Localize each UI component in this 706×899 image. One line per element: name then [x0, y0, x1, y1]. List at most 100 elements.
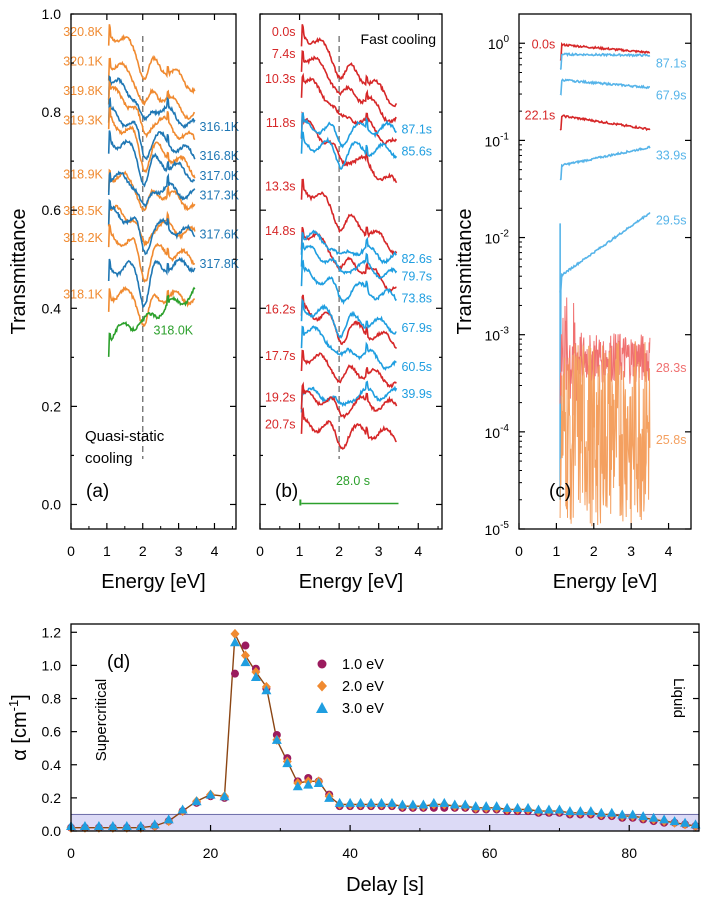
series-line-320.8K	[107, 24, 196, 95]
series-line-33.9s	[559, 145, 651, 181]
series-label: 318.5K	[63, 204, 103, 218]
y-axis-label: α [cm-1]	[6, 694, 31, 760]
series-line-16.2s	[300, 294, 398, 350]
series-line-67.9s	[300, 298, 397, 339]
data-point-triangle	[428, 797, 439, 807]
legend-label: 1.0 eV	[342, 657, 384, 673]
series-line-29.5s	[559, 212, 651, 500]
y-tick-exp: -1	[500, 131, 509, 142]
series-line-82.6s	[300, 229, 397, 265]
series-line-0.0s	[559, 41, 651, 62]
data-point-triangle	[418, 799, 429, 809]
series-line-73.8s	[300, 259, 397, 305]
x-tick-label: 4	[414, 543, 422, 559]
data-point-triangle	[324, 792, 335, 802]
series-label: 67.9s	[656, 89, 687, 103]
series-label: 7.4s	[272, 47, 296, 61]
y-tick-label: 10-4	[485, 423, 510, 441]
y-tick-label: 0.0	[42, 496, 62, 512]
series-label: 17.7s	[265, 349, 296, 363]
plot-frame	[259, 13, 443, 530]
y-tick-label: 1.0	[42, 6, 62, 22]
series-label: 39.9s	[401, 387, 432, 401]
data-point-triangle	[107, 821, 118, 831]
data-point-triangle	[523, 802, 534, 812]
data-point-diamond	[240, 650, 250, 661]
series-line-318.9K	[107, 168, 196, 212]
series-label: 67.9s	[401, 321, 432, 335]
y-axis-label-main: α [cm	[9, 711, 31, 760]
data-point-triangle	[240, 657, 251, 667]
series-line-317.8K	[107, 256, 196, 309]
x-tick-label: 3	[627, 543, 635, 559]
series-line-17.7s	[300, 349, 397, 389]
x-tick-label: 4	[665, 543, 673, 559]
data-point-triangle	[219, 791, 230, 801]
series-line-320.1K	[107, 57, 196, 121]
x-tick-label: 40	[342, 845, 358, 861]
series-line-60.5s	[300, 325, 397, 371]
data-point-triangle	[79, 821, 90, 831]
series-label: 29.5s	[656, 214, 687, 228]
data-point-triangle	[397, 799, 408, 809]
series-line-317.0K	[107, 130, 196, 188]
x-tick-label: 0	[67, 543, 75, 559]
series-line-0.0s	[300, 24, 398, 108]
y-tick-label: 10-3	[485, 326, 510, 344]
y-tick-exp: -3	[500, 326, 509, 337]
series-line-39.9s	[300, 380, 398, 413]
series-label: 28.3s	[656, 361, 687, 375]
y-axis-label-sup: -1	[6, 700, 21, 712]
data-point-triangle	[345, 797, 356, 807]
data-point-diamond	[230, 628, 240, 639]
left-side-label: Supercritical	[93, 679, 110, 762]
data-point-circle	[230, 669, 239, 678]
series-label: 320.1K	[63, 55, 103, 69]
data-point-triangle	[659, 814, 670, 824]
data-point-triangle	[93, 821, 104, 831]
data-point-triangle	[460, 799, 471, 809]
series-label: 10.3s	[265, 72, 296, 86]
x-tick-label: 1	[552, 543, 560, 559]
panel-letter: (b)	[275, 481, 298, 502]
y-tick-label: 0.4	[42, 757, 62, 773]
data-point-triangle	[680, 817, 691, 827]
data-point-triangle	[376, 797, 387, 807]
series-label: 0.0s	[272, 25, 296, 39]
x-axis-label: Delay [s]	[346, 874, 424, 896]
panel-letter: (c)	[549, 481, 571, 502]
data-point-triangle	[606, 807, 617, 817]
series-label: 79.7s	[401, 269, 432, 283]
plot-frame	[70, 13, 237, 530]
data-point-triangle	[163, 814, 174, 824]
data-point-triangle	[313, 777, 324, 787]
y-tick-label: 10-1	[485, 131, 510, 149]
series-line-316.1K	[107, 75, 196, 130]
annotation-line: Quasi-static	[85, 428, 165, 445]
data-point-triangle	[177, 804, 188, 814]
series-label: 319.8K	[63, 84, 103, 98]
y-tick-base: 10	[485, 328, 501, 344]
panel-b: 0.0s 7.4s 10.3s 11.8s 87.1s 85.6s 13.3s 14.8s 82…	[256, 13, 443, 593]
x-tick-label: 1	[296, 543, 304, 559]
annotation-line: cooling	[85, 450, 133, 467]
data-point-triangle	[617, 809, 628, 819]
series-line-319.3K	[107, 106, 196, 179]
series-label: 22.1s	[525, 109, 556, 123]
panel-a: 320.8K 320.1K 316.1K 319.8K 316.8K 319.3K 317.…	[8, 6, 240, 593]
data-point-triangle	[554, 804, 565, 814]
series-label: 82.6s	[401, 252, 432, 266]
series-line-316.8K	[107, 96, 196, 161]
data-point-triangle	[690, 819, 701, 829]
x-tick-label: 20	[203, 845, 219, 861]
x-tick-label: 3	[175, 543, 183, 559]
series-label: 319.3K	[63, 113, 103, 127]
series-line-22.1s	[559, 114, 651, 132]
series-label: 317.8K	[200, 257, 240, 271]
right-side-label: Liquid	[670, 678, 687, 718]
data-point-triangle	[121, 821, 132, 831]
series-label: 25.8s	[656, 433, 687, 447]
y-tick-label: 0.2	[42, 398, 62, 414]
y-tick-base: 10	[488, 36, 504, 52]
